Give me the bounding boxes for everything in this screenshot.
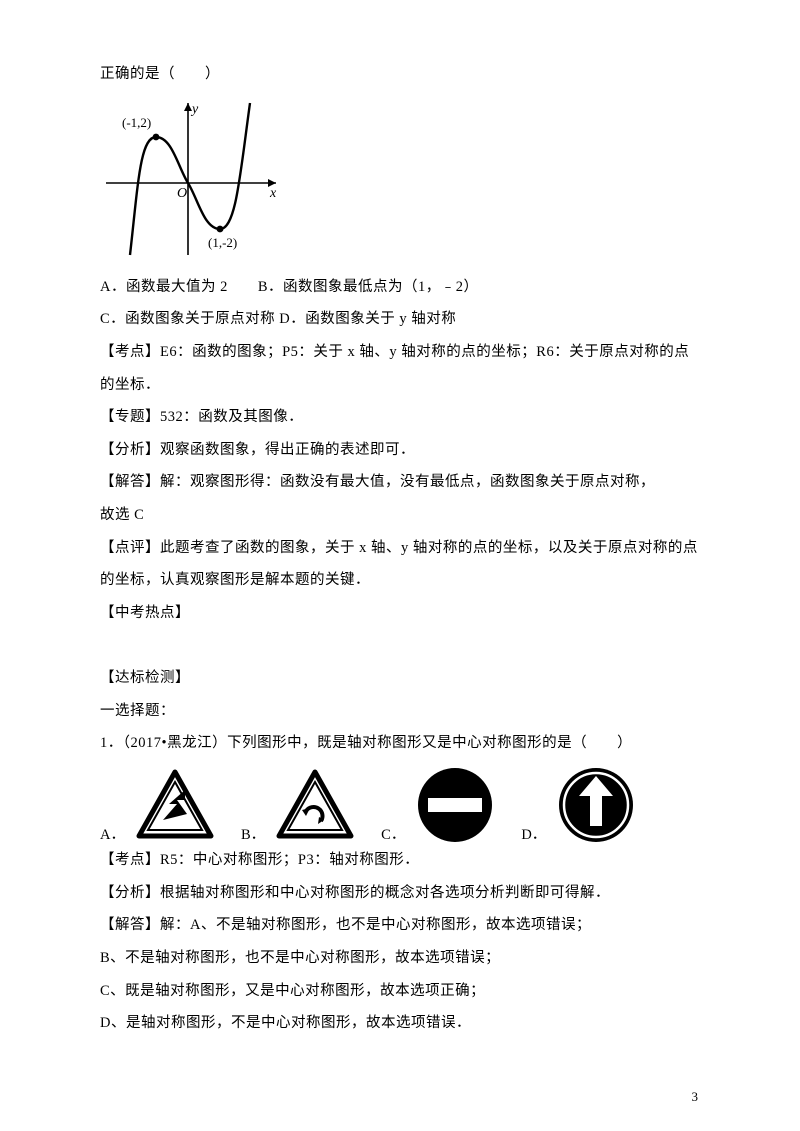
q2-options-row: A． B． C． <box>100 766 700 844</box>
heading-dabiao: 【达标检测】 <box>100 662 700 695</box>
q2-kaodian: 【考点】R5：中心对称图形；P3：轴对称图形． <box>100 844 700 877</box>
q1-option-ab: A．函数最大值为 2 B．函数图象最低点为（1，﹣2） <box>100 271 700 304</box>
q1-stem: 正确的是（ ） <box>100 58 700 91</box>
q1-dianping: 【点评】此题考查了函数的图象，关于 x 轴、y 轴对称的点的坐标，以及关于原点对… <box>100 532 700 597</box>
heading-xuanze: 一选择题： <box>100 695 700 728</box>
sign-b-icon <box>271 766 359 844</box>
q1-jieda-1: 【解答】解：观察图形得：函数没有最大值，没有最低点，函数图象关于原点对称， <box>100 466 700 499</box>
function-graph: (-1,2) (1,-2) y x O <box>100 95 285 265</box>
q1-kaodian: 【考点】E6：函数的图象；P5：关于 x 轴、y 轴对称的点的坐标；R6：关于原… <box>100 336 700 401</box>
q2-fenxi: 【分析】根据轴对称图形和中心对称图形的概念对各选项分析判断即可得解． <box>100 877 700 910</box>
q1-option-cd: C．函数图象关于原点对称 D．函数图象关于 y 轴对称 <box>100 303 700 336</box>
graph-x-label: x <box>269 186 277 201</box>
heading-redian: 【中考热点】 <box>100 597 700 630</box>
q2-jieda-c: C、既是轴对称图形，又是中心对称图形，故本选项正确； <box>100 975 700 1008</box>
graph-pt2-label: (1,-2) <box>208 235 237 250</box>
q1-fenxi: 【分析】观察函数图象，得出正确的表述即可． <box>100 434 700 467</box>
sign-c-icon <box>411 766 499 844</box>
q2-jieda-b: B、不是轴对称图形，也不是中心对称图形，故本选项错误； <box>100 942 700 975</box>
q2-label-c: C． <box>381 823 405 844</box>
page-number: 3 <box>692 1089 699 1105</box>
sign-d-icon <box>552 766 640 844</box>
graph-origin-label: O <box>177 186 187 201</box>
q2-jieda-d: D、是轴对称图形，不是中心对称图形，故本选项错误． <box>100 1007 700 1040</box>
q2-label-b: B． <box>241 823 265 844</box>
q2-jieda-a: 【解答】解：A、不是轴对称图形，也不是中心对称图形，故本选项错误； <box>100 909 700 942</box>
q2-label-d: D． <box>521 823 546 844</box>
sign-a-icon <box>131 766 219 844</box>
graph-pt1-label: (-1,2) <box>122 115 151 130</box>
q1-zhuanti: 【专题】532：函数及其图像． <box>100 401 700 434</box>
q2-stem: 1．（2017•黑龙江）下列图形中，既是轴对称图形又是中心对称图形的是（ ） <box>100 727 700 760</box>
blank-line <box>100 630 700 663</box>
q1-jieda-2: 故选 C <box>100 499 700 532</box>
q2-label-a: A． <box>100 823 125 844</box>
graph-y-label: y <box>190 102 199 117</box>
